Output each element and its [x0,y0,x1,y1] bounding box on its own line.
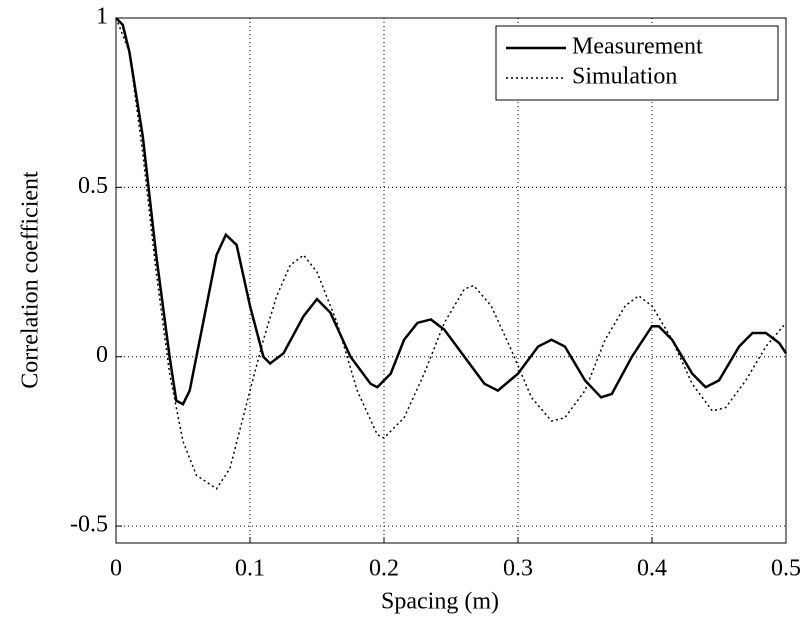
x-tick-label: 0 [110,556,122,582]
x-tick-label: 0.2 [369,556,399,582]
y-axis-label: Correlation coefficient [18,171,44,389]
y-tick-label: 1 [96,4,108,30]
x-tick-label: 0.5 [771,556,801,582]
y-tick-label: 0 [96,342,108,368]
x-tick-label: 0.1 [235,556,265,582]
legend-label: Simulation [572,64,677,90]
y-tick-label: 0.5 [78,173,108,199]
x-tick-label: 0.4 [637,556,667,582]
legend-label: Measurement [572,34,703,60]
legend-box [495,25,779,101]
plot-frame [115,17,787,544]
series-line [115,17,788,406]
y-tick-label: -0.5 [70,512,108,538]
x-tick-label: 0.3 [503,556,533,582]
x-axis-label: Spacing (m) [381,589,499,615]
